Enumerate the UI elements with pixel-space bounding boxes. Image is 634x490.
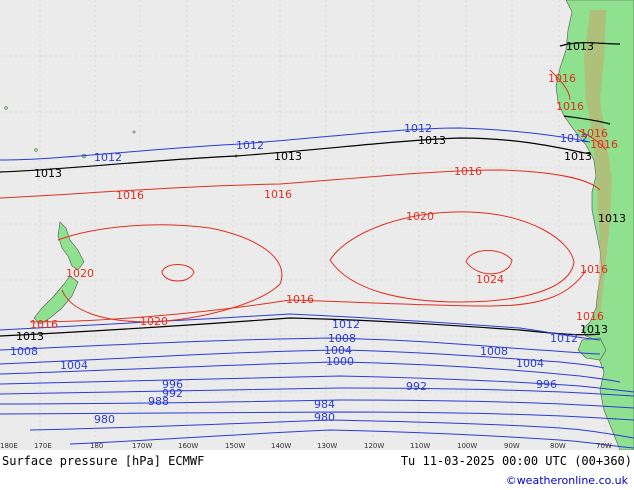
longitude-ticks: 180E 170E 180 170W 160W 150W 140W 130W 1…: [0, 442, 612, 450]
isobar-label: 1020: [140, 315, 168, 328]
isobar-label: 1016: [580, 127, 608, 140]
lon-tick: 130W: [317, 442, 337, 450]
isobar-label: 1013: [564, 150, 592, 163]
isobar-label: 1008: [10, 345, 38, 358]
ocean-background: [0, 0, 634, 450]
isobar-label: 988: [148, 395, 169, 408]
lon-tick: 150W: [225, 442, 245, 450]
lon-tick: 70W: [596, 442, 612, 450]
lon-tick: 170W: [132, 442, 152, 450]
lon-tick: 80W: [550, 442, 566, 450]
isobar-label: 1016: [576, 310, 604, 323]
isobar-label: 1012: [236, 139, 264, 152]
lon-tick: 100W: [457, 442, 477, 450]
isobar-label: 1004: [60, 359, 88, 372]
isobars-low: [0, 127, 634, 449]
isobar-label: 1008: [480, 345, 508, 358]
map-title: Surface pressure [hPa] ECMWF: [2, 454, 205, 468]
isobar-label: 1012: [550, 332, 578, 345]
isobar-label: 984: [314, 398, 335, 411]
isobar-label: 1008: [328, 332, 356, 345]
isobars-high: [0, 69, 607, 323]
andes-region: [584, 10, 612, 320]
isobar-label: 1012: [404, 122, 432, 135]
isobar-label: 1012: [94, 151, 122, 164]
isobar-label: 992: [162, 387, 183, 400]
isobar-label: 1013: [16, 330, 44, 343]
lon-tick: 110W: [410, 442, 430, 450]
isobar-label: 1016: [548, 72, 576, 85]
isobar-label: 1013: [566, 40, 594, 53]
lon-tick: 180E: [0, 442, 18, 450]
isobar-label: 980: [94, 413, 115, 426]
isobar-label: 1012: [332, 318, 360, 331]
isobars-1013: [0, 42, 621, 337]
isobar-label: 1004: [324, 344, 352, 357]
isobar-label: 1016: [556, 100, 584, 113]
footer-bar: [0, 450, 634, 490]
isobar-label: 996: [162, 378, 183, 391]
isobar-label: 1020: [66, 267, 94, 280]
isobar-label: 1004: [516, 357, 544, 370]
lon-tick: 180: [90, 442, 103, 450]
isobar-label: 980: [314, 411, 335, 424]
new-zealand-south-island: [33, 275, 79, 325]
isobar-label: 1013: [274, 150, 302, 163]
lon-tick: 140W: [271, 442, 291, 450]
lon-tick: 160W: [178, 442, 198, 450]
isobar-label: 1016: [264, 188, 292, 201]
credit-link[interactable]: ©weatheronline.co.uk: [505, 474, 628, 487]
valid-time: Tu 11-03-2025 00:00 UTC (00+360): [400, 454, 632, 468]
isobar-label: 1012: [560, 132, 588, 145]
isobar-label: 1013: [418, 134, 446, 147]
isobar-label: 1016: [116, 189, 144, 202]
isobar-label: 1016: [30, 318, 58, 331]
isobar-label: 1024: [476, 273, 504, 286]
isobar-label: 1013: [598, 212, 626, 225]
lon-tick: 90W: [504, 442, 520, 450]
isobar-label: 1016: [286, 293, 314, 306]
isobar-label: 992: [406, 380, 427, 393]
isobar-label: 1000: [326, 355, 354, 368]
tierra-del-fuego: [577, 337, 607, 361]
isobar-label: 1016: [580, 263, 608, 276]
isobar-label: 1013: [34, 167, 62, 180]
isobar-label: 1013: [580, 323, 608, 336]
isobar-label: 1020: [406, 210, 434, 223]
pressure-map: 1013 1013 1013 1013 1013 1013 1013 1013 …: [0, 0, 634, 450]
isobar-labels: 1013 1013 1013 1013 1013 1013 1013 1013 …: [10, 40, 626, 426]
lon-tick: 170E: [34, 442, 52, 450]
isobar-label: 1016: [454, 165, 482, 178]
isobar-label: 996: [536, 378, 557, 391]
grid-lines: [0, 0, 634, 450]
lon-tick: 120W: [364, 442, 384, 450]
isobar-label: 1016: [590, 138, 618, 151]
